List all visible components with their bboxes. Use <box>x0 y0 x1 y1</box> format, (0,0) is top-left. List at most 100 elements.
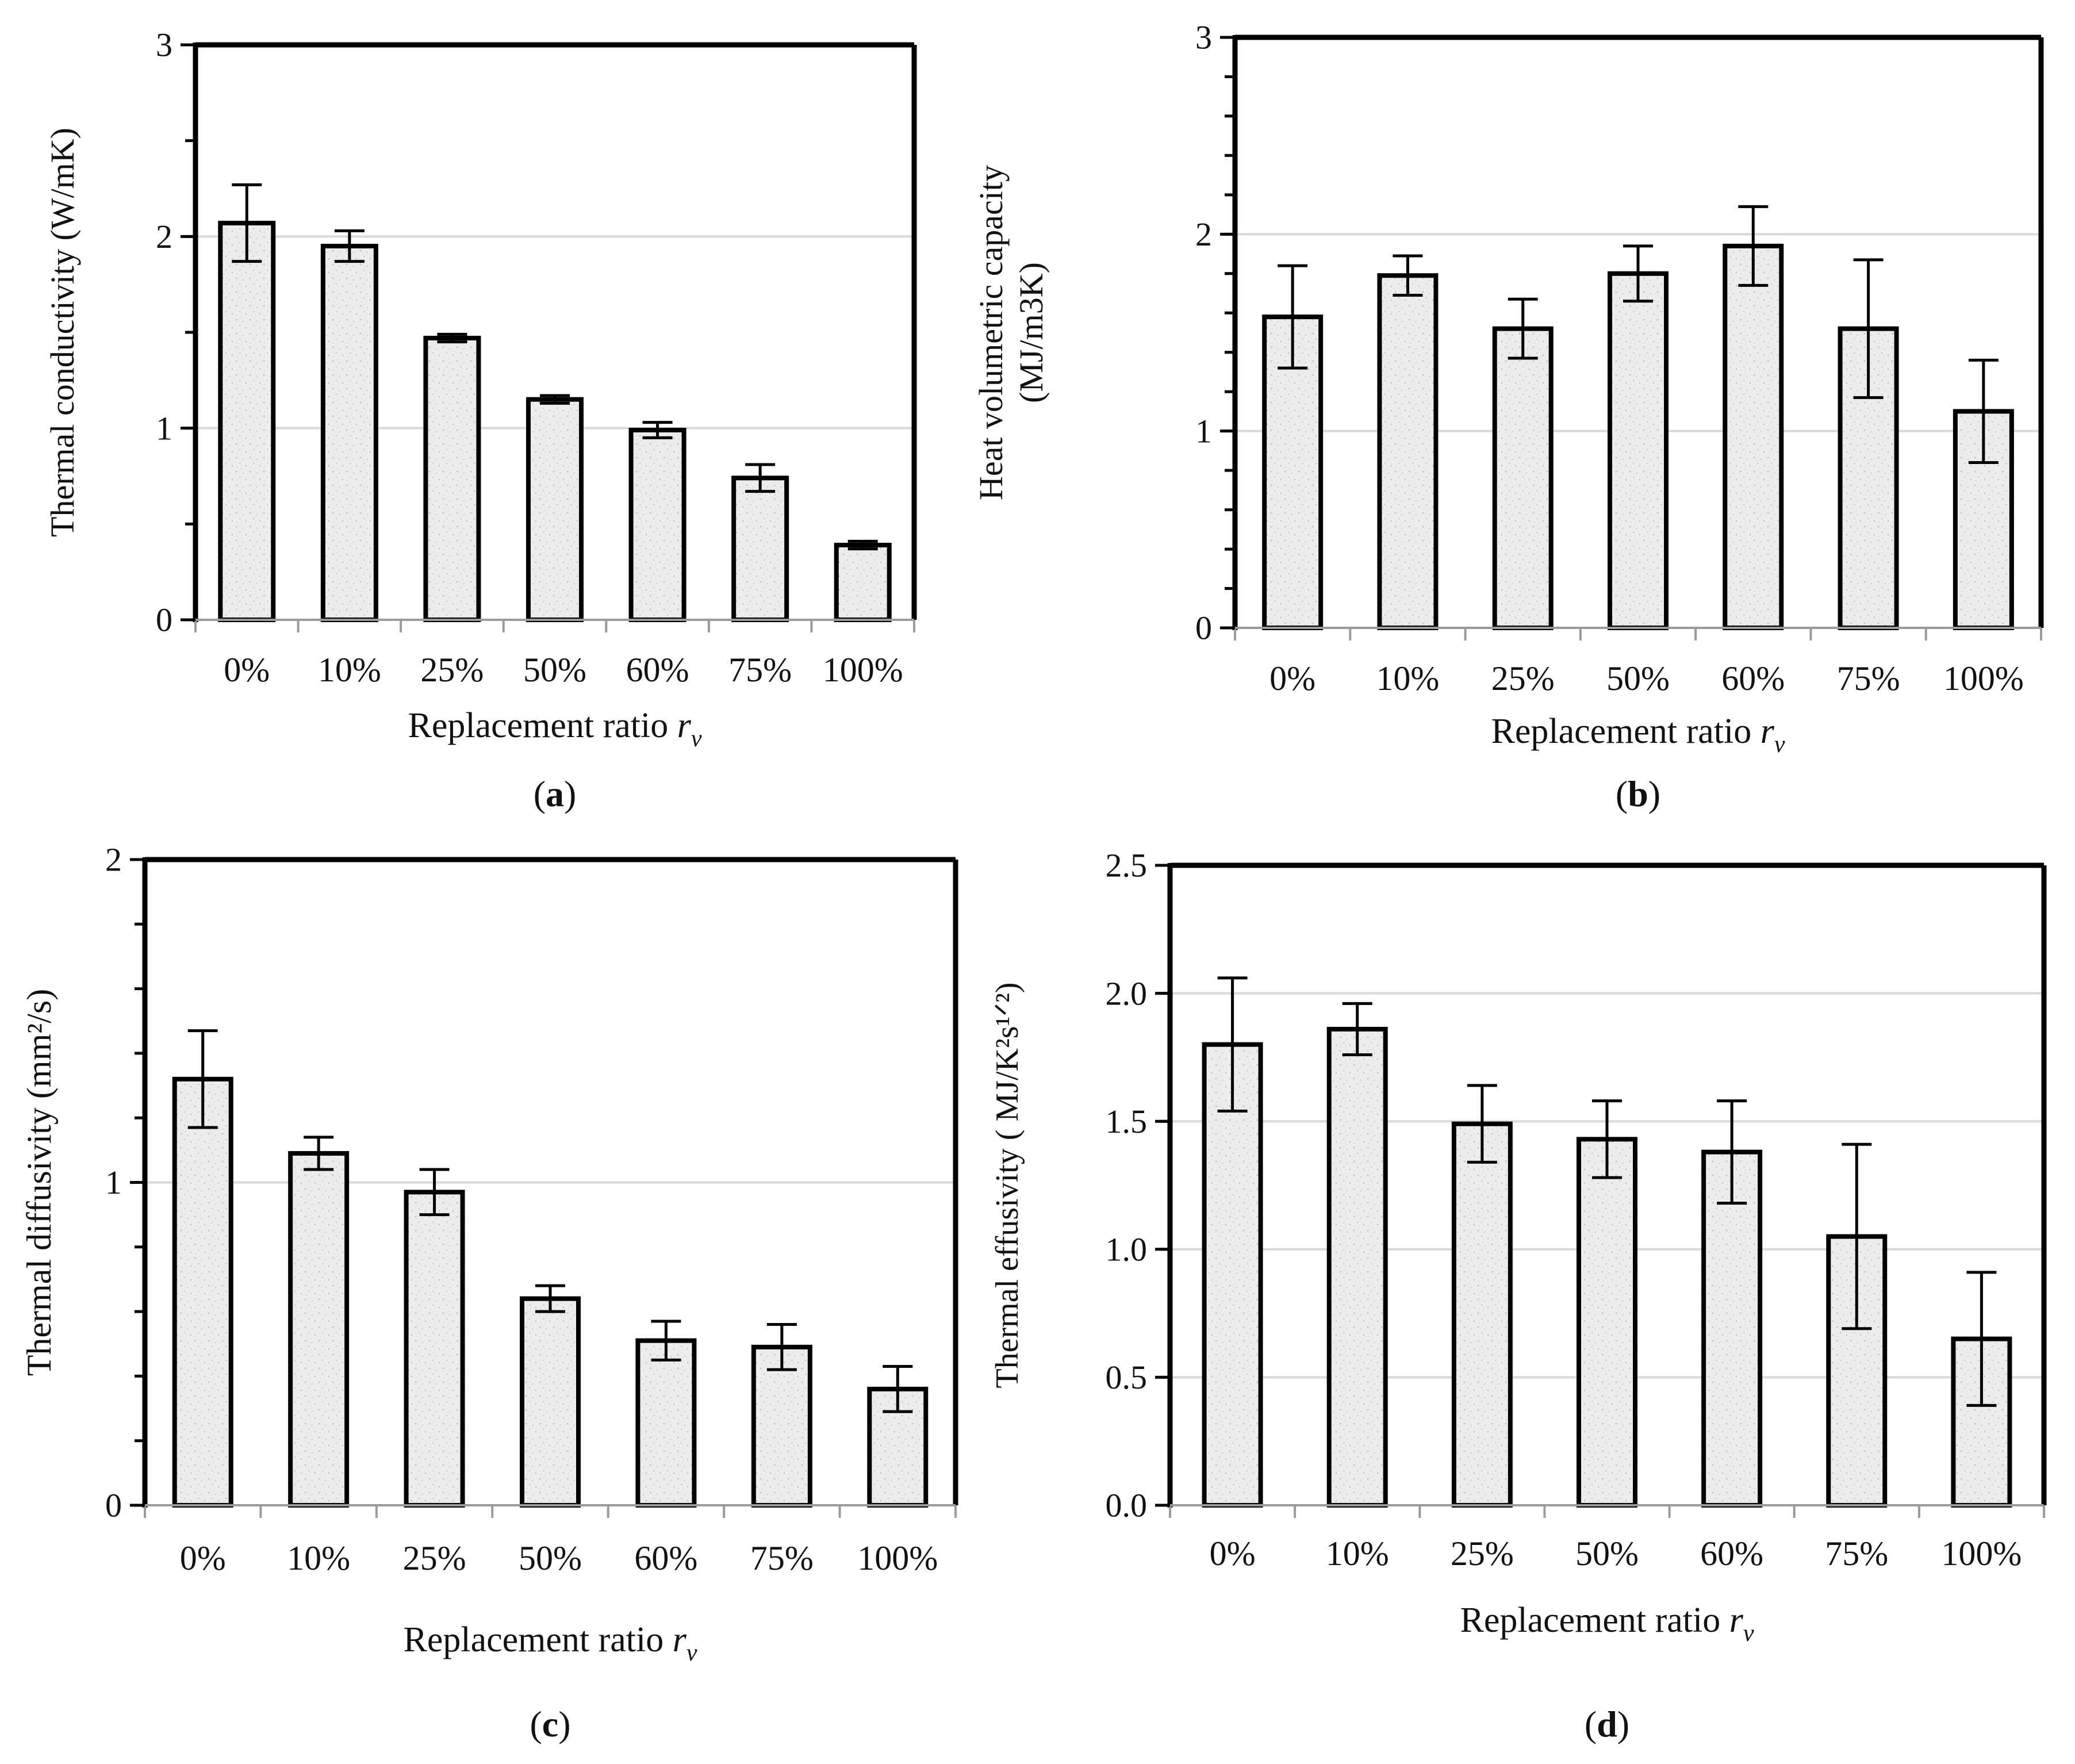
bar-c-3 <box>520 1296 581 1508</box>
x-tick-label: 10% <box>318 651 381 689</box>
x-axis-label: Replacement ratio rv <box>1460 1601 1754 1647</box>
bar-d-2 <box>1451 1121 1513 1508</box>
y-tick-label: 1.0 <box>1106 1231 1148 1268</box>
y-tick-label: 2 <box>105 841 122 879</box>
y-axis-label: Thermal conductivity (W/mK) <box>44 128 81 537</box>
error-bar-d-1 <box>1342 1002 1372 1056</box>
chart-panel-d: 0.0 0.5 1.0 1.5 2.0 2.5 0% 10% 25% 50% 60% 75% 100% R… <box>989 847 2047 1744</box>
y-tick-label: 0.5 <box>1106 1359 1148 1396</box>
y-axis-label: Thermal effusivity ( MJ/K²s¹ᐟ²) <box>989 982 1025 1388</box>
error-bar-c-6 <box>883 1365 913 1413</box>
y-tick-label: 2 <box>1195 216 1212 253</box>
y-tick-label: 2.0 <box>1106 975 1148 1012</box>
x-tick-label: 50% <box>523 651 586 689</box>
x-tick-label: 50% <box>1606 659 1670 697</box>
error-bar-a-1 <box>334 229 365 263</box>
x-tick-label: 0% <box>180 1539 226 1577</box>
x-tick-label: 25% <box>403 1539 466 1577</box>
y-tick-label: 1 <box>105 1164 122 1201</box>
bar-a-1 <box>320 244 378 622</box>
chart-panel-b: 0 1 2 3 0% 10% 25% 50% 60% 75% 100% Replacement rat… <box>972 19 2044 814</box>
bar-c-1 <box>288 1151 350 1508</box>
panel-label: (b) <box>1616 773 1660 814</box>
bar-b-1 <box>1377 273 1439 630</box>
error-bar-c-0 <box>187 1029 218 1129</box>
y-tick-label: 0 <box>156 601 172 639</box>
bar-c-0 <box>172 1076 233 1508</box>
x-tick-label: 10% <box>1326 1535 1389 1573</box>
x-tick-label: 75% <box>728 651 792 689</box>
error-bar-b-6 <box>1968 358 1999 464</box>
bar-a-5 <box>731 475 789 622</box>
y-tick-label: 0 <box>1195 609 1212 647</box>
panel-label: (a) <box>534 773 577 814</box>
bar-d-0 <box>1202 1042 1263 1508</box>
y-axis-label: (MJ/m3K) <box>1012 262 1050 403</box>
chart-panel-c: 0 1 2 0% 10% 25% 50% 60% 75% 100% Replacement rati… <box>20 841 958 1744</box>
y-tick-label: 1 <box>156 409 172 447</box>
x-tick-label: 60% <box>1721 659 1785 697</box>
bar-d-4 <box>1701 1149 1763 1508</box>
y-tick-label: 3 <box>1195 19 1212 56</box>
x-tick-label: 50% <box>1575 1535 1639 1573</box>
error-bar-c-5 <box>766 1323 797 1371</box>
error-bar-a-5 <box>745 463 776 493</box>
error-bar-b-4 <box>1738 205 1769 287</box>
x-tick-label: 0% <box>1210 1535 1256 1573</box>
x-tick-label: 25% <box>420 651 484 689</box>
error-bar-d-5 <box>1842 1142 1872 1330</box>
panel-label: (c) <box>530 1704 570 1744</box>
error-bar-d-3 <box>1592 1099 1622 1179</box>
error-bar-d-4 <box>1717 1099 1747 1205</box>
x-tick-label: 25% <box>1451 1535 1514 1573</box>
y-tick-label: 1.5 <box>1106 1103 1148 1140</box>
bar-b-4 <box>1723 243 1784 630</box>
panel-label: (d) <box>1585 1704 1629 1744</box>
x-axis-label: Replacement ratio rv <box>403 1620 697 1666</box>
error-bar-d-2 <box>1467 1084 1497 1164</box>
x-axis-label: Replacement ratio rv <box>1491 712 1785 758</box>
y-tick-label: 0 <box>105 1487 122 1524</box>
bar-d-1 <box>1326 1026 1388 1508</box>
y-tick-label: 1 <box>1195 412 1212 450</box>
error-bar-b-5 <box>1853 258 1884 399</box>
y-tick-label: 3 <box>156 26 172 64</box>
x-tick-label: 50% <box>519 1539 582 1577</box>
error-bar-c-1 <box>304 1136 334 1171</box>
bar-d-3 <box>1577 1137 1637 1508</box>
x-tick-label: 60% <box>634 1539 697 1577</box>
x-tick-label: 60% <box>1700 1535 1763 1573</box>
y-tick-label: 0.0 <box>1106 1487 1148 1524</box>
chart-panel-a: 0 1 2 3 0% 10% 25% 50% 60% 75% 100% Replacement rat… <box>44 26 917 814</box>
bar-a-6 <box>834 543 892 622</box>
x-tick-label: 100% <box>823 651 903 689</box>
x-tick-label: 100% <box>1943 659 2024 697</box>
error-bar-d-6 <box>1966 1271 1997 1407</box>
error-bar-b-1 <box>1393 254 1423 297</box>
error-bar-b-0 <box>1278 264 1308 370</box>
x-tick-label: 0% <box>1269 659 1315 697</box>
bar-a-2 <box>423 336 481 622</box>
x-axis-label: Replacement ratio rv <box>408 706 701 752</box>
y-tick-label: 2.5 <box>1106 847 1148 884</box>
error-bar-a-2 <box>437 332 467 344</box>
error-bar-a-4 <box>642 421 673 439</box>
bar-c-2 <box>404 1190 465 1508</box>
x-tick-label: 10% <box>287 1539 350 1577</box>
x-tick-label: 100% <box>1941 1535 2022 1573</box>
x-tick-label: 0% <box>224 651 270 689</box>
bar-a-3 <box>526 397 584 623</box>
error-bar-a-6 <box>847 539 878 551</box>
error-bar-b-3 <box>1623 244 1653 303</box>
x-tick-label: 25% <box>1491 659 1555 697</box>
error-bar-a-3 <box>540 394 570 405</box>
x-tick-label: 75% <box>750 1539 814 1577</box>
error-bar-c-4 <box>651 1320 681 1362</box>
y-axis-label: Heat volumetric capacity <box>972 165 1010 500</box>
x-tick-label: 75% <box>1825 1535 1888 1573</box>
error-bar-a-0 <box>232 183 262 263</box>
x-tick-label: 75% <box>1837 659 1900 697</box>
y-axis-label: Thermal diffusivity (mm²/s) <box>20 989 58 1376</box>
x-tick-label: 60% <box>626 651 689 689</box>
